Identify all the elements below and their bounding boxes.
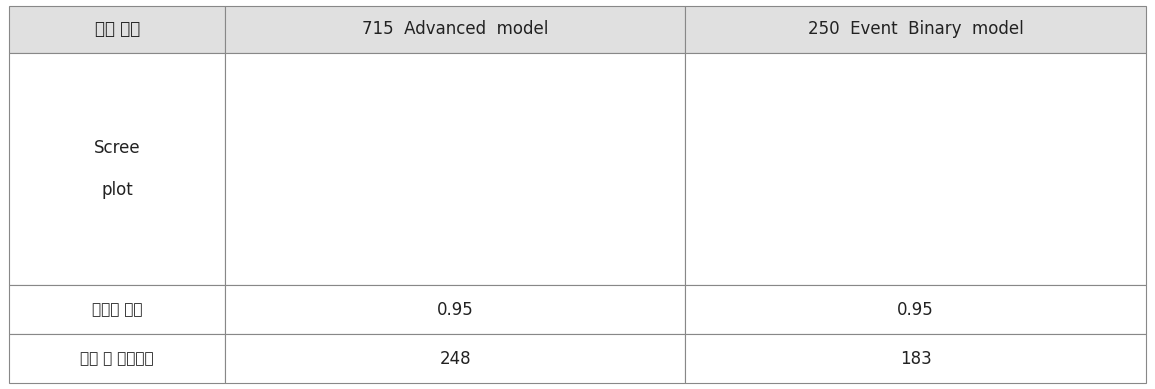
Text: 축소 된 피쳐개수: 축소 된 피쳐개수 — [81, 351, 154, 366]
Text: Scree

plot: Scree plot — [94, 139, 141, 199]
Text: 고유값 비율: 고유값 비율 — [92, 302, 142, 317]
Text: 입력 피쳐: 입력 피쳐 — [95, 20, 140, 39]
Text: 248: 248 — [440, 350, 471, 368]
Text: 0.95: 0.95 — [437, 301, 474, 319]
Text: 183: 183 — [900, 350, 931, 368]
Text: 250  Event  Binary  model: 250 Event Binary model — [807, 20, 1023, 39]
Y-axis label: Explained variance ratio: Explained variance ratio — [693, 119, 700, 205]
Y-axis label: Explained variance ratio: Explained variance ratio — [233, 119, 239, 205]
Text: 0.95: 0.95 — [897, 301, 934, 319]
X-axis label: Number of components: Number of components — [424, 270, 506, 276]
X-axis label: Number of components: Number of components — [884, 270, 966, 276]
Text: 715  Advanced  model: 715 Advanced model — [363, 20, 549, 39]
